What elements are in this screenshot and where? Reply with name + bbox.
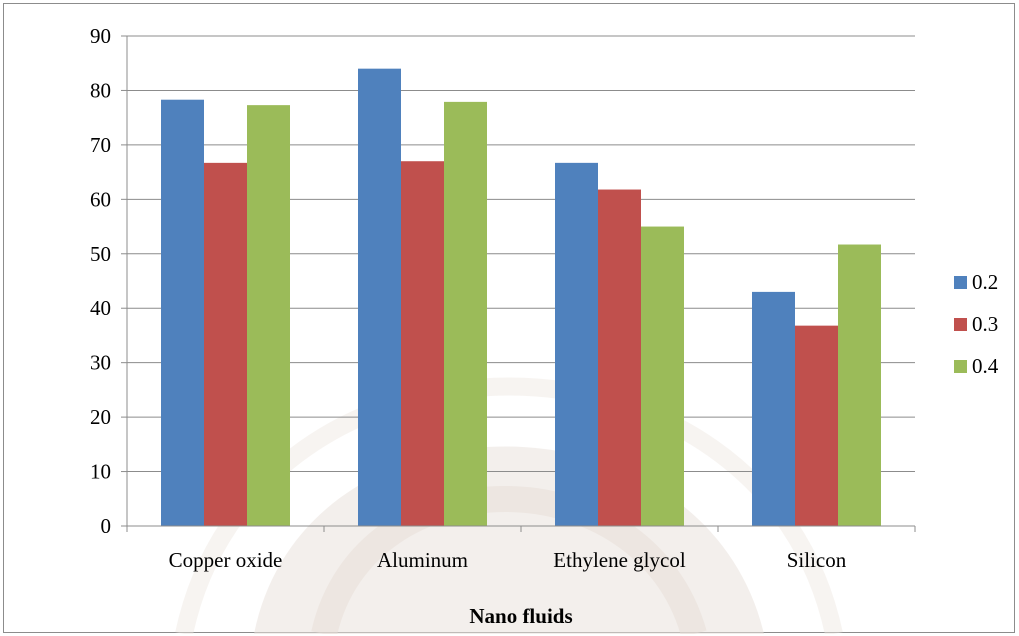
- x-tick-label: Copper oxide: [169, 548, 283, 572]
- axes: [126, 36, 916, 532]
- legend-swatch-0.4: [954, 360, 967, 373]
- bar-0.3-ethylene-glycol: [598, 189, 641, 527]
- bar-0.3-silicon: [795, 325, 838, 526]
- x-tick-label: Silicon: [787, 548, 847, 572]
- x-tick-label: Ethylene glycol: [553, 548, 686, 572]
- legend-label-0.3: 0.3: [972, 312, 998, 336]
- bar-0.2-aluminum: [358, 68, 401, 527]
- y-tick-label: 80: [90, 78, 111, 102]
- y-tick-label: 60: [90, 187, 111, 211]
- y-tick-label: 90: [90, 24, 111, 48]
- legend-swatch-0.3: [954, 318, 967, 331]
- bar-0.2-silicon: [752, 291, 795, 526]
- legend: 0.2 0.3 0.4: [954, 270, 999, 378]
- y-tick-label: 30: [90, 351, 111, 375]
- y-tick-labels: 0 10 20 30 40 50 60 70 80 90: [90, 24, 111, 538]
- x-tick-label: Aluminum: [377, 548, 468, 572]
- legend-label-0.2: 0.2: [972, 270, 998, 294]
- legend-swatch-0.2: [954, 276, 967, 289]
- bar-0.4-silicon: [838, 244, 881, 526]
- y-tick-label: 0: [101, 514, 112, 538]
- bar-0.2-ethylene-glycol: [555, 162, 598, 526]
- bar-0.2-copper-oxide: [161, 99, 204, 526]
- legend-label-0.4: 0.4: [972, 354, 999, 378]
- x-axis-label: Nano fluids: [469, 604, 572, 628]
- bar-0.4-ethylene-glycol: [641, 226, 684, 527]
- bars: [161, 68, 881, 527]
- x-tick-labels: Copper oxide Aluminum Ethylene glycol Silic…: [169, 548, 847, 572]
- bar-0.3-copper-oxide: [204, 162, 247, 526]
- y-tick-label: 50: [90, 242, 111, 266]
- y-tick-label: 70: [90, 133, 111, 157]
- y-tick-label: 40: [90, 296, 111, 320]
- chart-frame: 0 10 20 30 40 50 60 70 80 90 Copper oxide Aluminum…: [3, 3, 1015, 634]
- y-tick-label: 20: [90, 405, 111, 429]
- bar-0.3-aluminum: [401, 161, 444, 526]
- bar-chart: 0 10 20 30 40 50 60 70 80 90 Copper oxide Aluminum…: [90, 24, 999, 634]
- bar-0.4-aluminum: [444, 101, 487, 526]
- y-tick-label: 10: [90, 460, 111, 484]
- bar-0.4-copper-oxide: [247, 105, 290, 527]
